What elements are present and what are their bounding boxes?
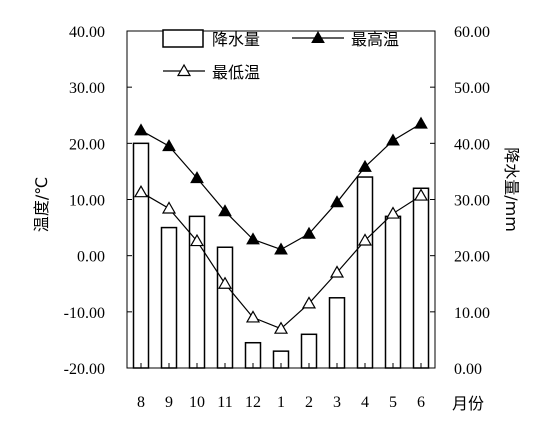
x-tick-label-5: 5	[389, 394, 397, 411]
left-tick-label: 10.00	[69, 193, 105, 210]
precipitation-bar-2	[300, 333, 318, 369]
x-tick-label-10: 10	[189, 394, 205, 411]
max-temp-point-5	[386, 133, 400, 146]
left-tick-label: 40.00	[69, 24, 105, 41]
right-axis-title: 降水量/mm	[502, 147, 521, 232]
right-tick-label: 60.00	[454, 24, 490, 41]
precipitation-bar-9	[160, 226, 178, 369]
max-temp-point-4	[358, 159, 372, 172]
lines-layer	[133, 116, 429, 334]
left-tick-label: 20.00	[69, 136, 105, 153]
bars-layer	[132, 142, 430, 369]
max-temp-point-1	[274, 242, 288, 255]
x-axis-label: 月份	[452, 394, 484, 413]
left-tick-label: 30.00	[69, 80, 105, 97]
legend-label-max-temp: 最高温	[351, 30, 399, 49]
x-tick-label-3: 3	[333, 394, 341, 411]
max-temp-point-10	[190, 171, 204, 184]
max-temp-point-2	[302, 226, 316, 239]
min-temp-line	[140, 191, 422, 330]
right-tick-label: 30.00	[454, 193, 490, 210]
max-temp-point-9	[162, 139, 176, 152]
min-temp-point-9	[161, 201, 177, 214]
max-temp-point-12	[246, 232, 260, 245]
right-tick-label: 0.00	[454, 361, 482, 378]
precipitation-bar-6	[412, 187, 430, 369]
x-tick-label-11: 11	[217, 394, 232, 411]
max-temp-point-11	[218, 204, 232, 217]
min-temp-point-8	[133, 184, 149, 198]
legend-label-precipitation: 降水量	[212, 30, 260, 49]
min-temp-point-4	[357, 233, 373, 246]
precipitation-bar-8	[132, 142, 150, 369]
left-axis-title: 温度/℃	[32, 177, 51, 232]
right-tick-label: 50.00	[454, 80, 490, 97]
x-tick-label-8: 8	[137, 394, 145, 411]
x-tick-label-1: 1	[277, 394, 285, 411]
legend-label-min-temp: 最低温	[212, 63, 260, 82]
x-tick-label-12: 12	[245, 394, 261, 411]
min-temp-point-6	[413, 188, 429, 201]
min-temp-point-3	[329, 265, 345, 278]
precipitation-bar-11	[216, 246, 234, 369]
precipitation-bar-5	[384, 215, 402, 369]
max-temp-point-3	[330, 195, 344, 208]
min-temp-point-5	[385, 206, 401, 219]
x-tick-label-9: 9	[165, 394, 173, 411]
min-temp-point-1	[273, 321, 289, 334]
max-temp-point-6	[414, 116, 428, 129]
right-tick-label: 20.00	[454, 249, 490, 266]
x-tick-label-4: 4	[361, 394, 369, 411]
right-tick-label: 40.00	[454, 136, 490, 153]
x-tick-label-2: 2	[305, 394, 313, 411]
left-tick-label: -20.00	[64, 361, 105, 378]
left-tick-label: 0.00	[77, 249, 105, 266]
precipitation-bar-4	[356, 176, 374, 369]
axes-layer: -20.00 -10.00 0.00 10.00 20.00 30.00 40.00 0.00…	[32, 24, 521, 413]
max-temp-point-8	[134, 123, 148, 136]
min-temp-point-12	[245, 310, 261, 323]
legend-swatch-precipitation	[162, 29, 204, 48]
legend-marker-min-temp	[176, 63, 192, 77]
x-tick-label-6: 6	[417, 394, 425, 411]
left-tick-label: -10.00	[64, 305, 105, 322]
legend-marker-max-temp	[311, 30, 325, 43]
right-tick-label: 10.00	[454, 305, 490, 322]
min-temp-point-11	[217, 276, 233, 289]
precipitation-bar-3	[328, 297, 346, 369]
min-temp-point-2	[301, 296, 317, 309]
max-temp-line	[140, 123, 422, 251]
min-temp-point-10	[189, 233, 205, 247]
